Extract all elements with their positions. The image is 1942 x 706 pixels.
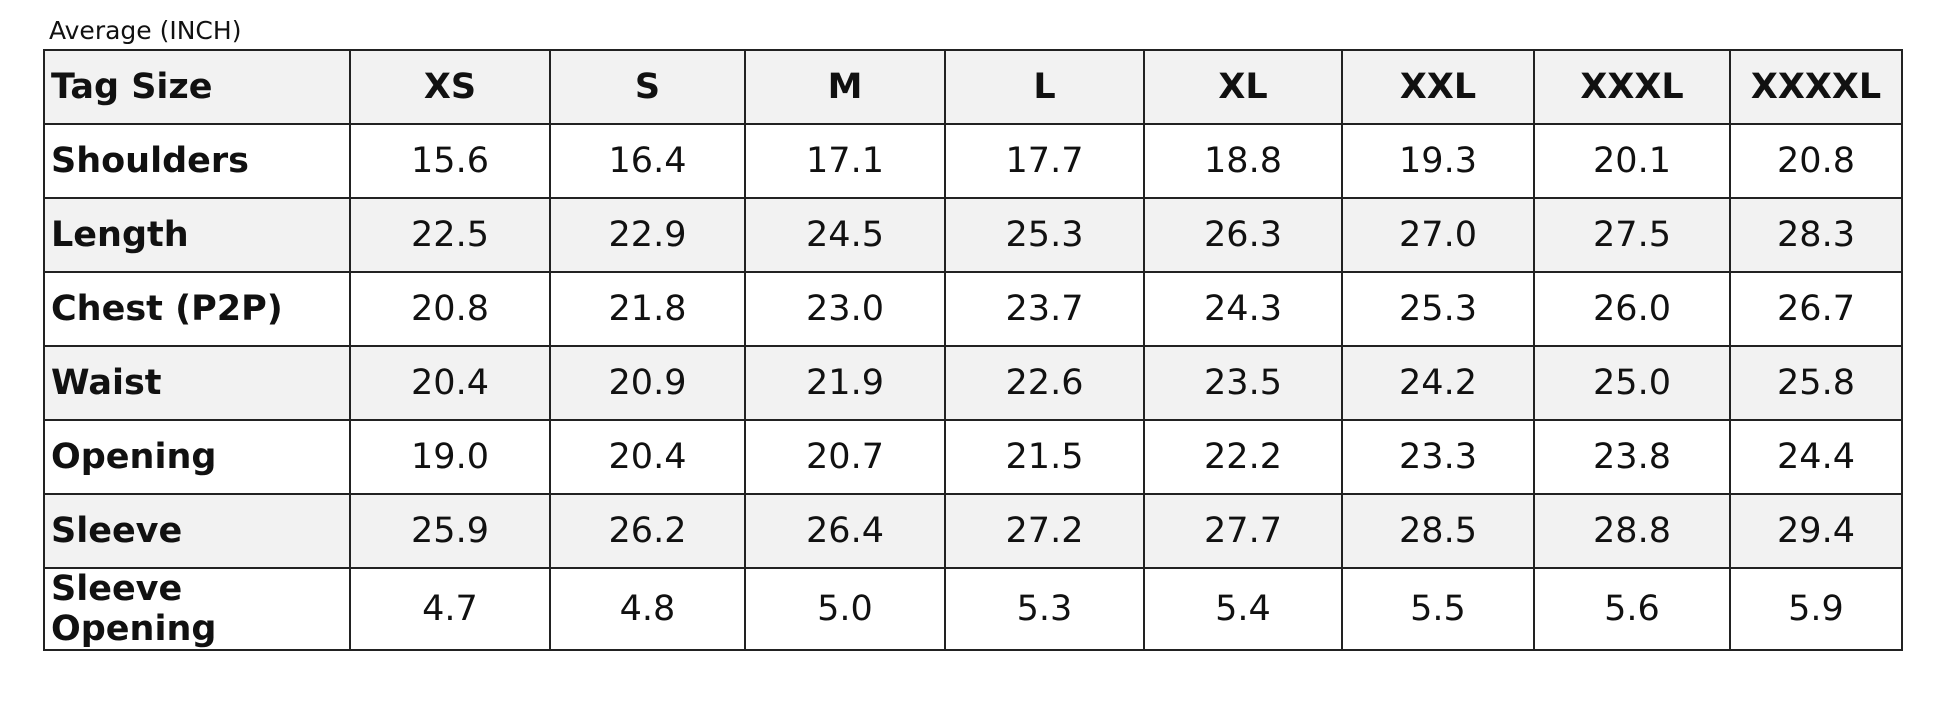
- size-header: XL: [1143, 49, 1343, 125]
- cell: 25.3: [944, 197, 1145, 273]
- cell: 20.1: [1533, 123, 1731, 199]
- cell: 20.4: [549, 419, 746, 495]
- cell: 27.5: [1533, 197, 1731, 273]
- cell: 21.9: [744, 345, 946, 421]
- cell: 25.9: [349, 493, 551, 569]
- cell: 22.6: [944, 345, 1145, 421]
- row: Length 22.5 22.9 24.5 25.3 26.3 27.0 27.5 28.3: [43, 197, 1903, 273]
- cell: 26.4: [744, 493, 946, 569]
- size-header: XXXL: [1533, 49, 1731, 125]
- cell: 5.9: [1729, 567, 1903, 651]
- cell: 24.4: [1729, 419, 1903, 495]
- cell: 26.3: [1143, 197, 1343, 273]
- cell: 22.9: [549, 197, 746, 273]
- cell: 23.0: [744, 271, 946, 347]
- cell: 18.8: [1143, 123, 1343, 199]
- cell: 29.4: [1729, 493, 1903, 569]
- cell: 5.3: [944, 567, 1145, 651]
- row-label: Length: [43, 197, 351, 273]
- row-label: Opening: [43, 419, 351, 495]
- cell: 5.6: [1533, 567, 1731, 651]
- row-label: Sleeve: [43, 493, 351, 569]
- row-label: Shoulders: [43, 123, 351, 199]
- cell: 24.3: [1143, 271, 1343, 347]
- cell: 19.0: [349, 419, 551, 495]
- row-label: Waist: [43, 345, 351, 421]
- size-table: Tag Size XS S M L XL XXL XXXL XXXXL Shoulders 15.…: [43, 49, 1903, 651]
- cell: 28.8: [1533, 493, 1731, 569]
- row: Sleeve Opening 4.7 4.8 5.0 5.3 5.4 5.5 5.6 5.9: [43, 567, 1903, 651]
- cell: 23.5: [1143, 345, 1343, 421]
- cell: 27.7: [1143, 493, 1343, 569]
- cell: 5.4: [1143, 567, 1343, 651]
- cell: 28.5: [1341, 493, 1535, 569]
- cell: 17.7: [944, 123, 1145, 199]
- size-header: S: [549, 49, 746, 125]
- cell: 20.8: [349, 271, 551, 347]
- header-row: Tag Size XS S M L XL XXL XXXL XXXXL: [43, 49, 1903, 125]
- cell: 23.8: [1533, 419, 1731, 495]
- cell: 25.8: [1729, 345, 1903, 421]
- cell: 17.1: [744, 123, 946, 199]
- cell: 26.2: [549, 493, 746, 569]
- row: Waist 20.4 20.9 21.9 22.6 23.5 24.2 25.0 25.8: [43, 345, 1903, 421]
- cell: 20.7: [744, 419, 946, 495]
- cell: 28.3: [1729, 197, 1903, 273]
- cell: 20.9: [549, 345, 746, 421]
- cell: 16.4: [549, 123, 746, 199]
- cell: 23.3: [1341, 419, 1535, 495]
- row-label: Sleeve Opening: [43, 567, 351, 651]
- size-header: XS: [349, 49, 551, 125]
- cell: 27.2: [944, 493, 1145, 569]
- cell: 20.4: [349, 345, 551, 421]
- cell: 4.8: [549, 567, 746, 651]
- cell: 25.0: [1533, 345, 1731, 421]
- cell: 24.2: [1341, 345, 1535, 421]
- cell: 22.5: [349, 197, 551, 273]
- cell: 15.6: [349, 123, 551, 199]
- cell: 19.3: [1341, 123, 1535, 199]
- cell: 26.0: [1533, 271, 1731, 347]
- row-label: Chest (P2P): [43, 271, 351, 347]
- cell: 21.8: [549, 271, 746, 347]
- row: Chest (P2P) 20.8 21.8 23.0 23.7 24.3 25.3 26.0 2…: [43, 271, 1903, 347]
- size-header: XXL: [1341, 49, 1535, 125]
- row: Opening 19.0 20.4 20.7 21.5 22.2 23.3 23.8 24.4: [43, 419, 1903, 495]
- caption: Average (INCH): [49, 16, 242, 45]
- cell: 26.7: [1729, 271, 1903, 347]
- cell: 5.5: [1341, 567, 1535, 651]
- cell: 4.7: [349, 567, 551, 651]
- size-header: XXXXL: [1729, 49, 1903, 125]
- row: Shoulders 15.6 16.4 17.1 17.7 18.8 19.3 20.1 20.…: [43, 123, 1903, 199]
- cell: 22.2: [1143, 419, 1343, 495]
- size-header: L: [944, 49, 1145, 125]
- label-header: Tag Size: [43, 49, 351, 125]
- cell: 23.7: [944, 271, 1145, 347]
- cell: 24.5: [744, 197, 946, 273]
- row: Sleeve 25.9 26.2 26.4 27.2 27.7 28.5 28.8 29.4: [43, 493, 1903, 569]
- cell: 5.0: [744, 567, 946, 651]
- cell: 25.3: [1341, 271, 1535, 347]
- cell: 27.0: [1341, 197, 1535, 273]
- size-header: M: [744, 49, 946, 125]
- cell: 20.8: [1729, 123, 1903, 199]
- cell: 21.5: [944, 419, 1145, 495]
